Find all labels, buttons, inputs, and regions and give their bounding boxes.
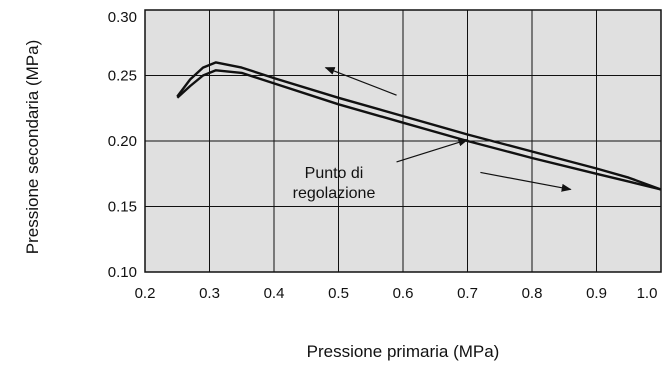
x-axis-title: Pressione primaria (MPa) <box>307 342 500 361</box>
data-series <box>176 61 662 191</box>
x-tick-label: 1.0 <box>637 285 658 302</box>
y-tick-label: 0.25 <box>108 68 137 85</box>
trend-arrow-increasing <box>480 171 572 192</box>
set-point-pointer <box>396 138 469 163</box>
y-tick-label: 0.15 <box>108 199 137 216</box>
plot-frame <box>144 9 662 273</box>
x-tick-labels: 0.2 0.3 0.4 0.5 0.6 0.7 0.8 0.9 1.0 <box>135 285 658 302</box>
annotation-line-2: regolazione <box>293 185 376 202</box>
y-tick-labels: 0.10 0.15 0.20 0.25 0.30 <box>108 9 137 281</box>
x-tick-label: 0.6 <box>393 285 414 302</box>
y-axis-title: Pressione secondaria (MPa) <box>23 40 42 254</box>
y-tick-label: 0.30 <box>108 9 137 26</box>
annotation-line-1: Punto di <box>305 165 364 182</box>
series-line-1 <box>176 61 662 191</box>
x-tick-label: 0.9 <box>586 285 607 302</box>
trend-arrow-decreasing <box>324 67 397 96</box>
y-tick-label: 0.10 <box>108 264 137 281</box>
x-tick-label: 0.2 <box>135 285 156 302</box>
x-tick-label: 0.8 <box>522 285 543 302</box>
x-tick-label: 0.7 <box>457 285 478 302</box>
grid-lines <box>145 10 661 272</box>
series-line-2 <box>176 69 662 191</box>
x-tick-label: 0.4 <box>264 285 285 302</box>
x-tick-label: 0.3 <box>199 285 220 302</box>
x-tick-label: 0.5 <box>328 285 349 302</box>
y-tick-label: 0.20 <box>108 133 137 150</box>
